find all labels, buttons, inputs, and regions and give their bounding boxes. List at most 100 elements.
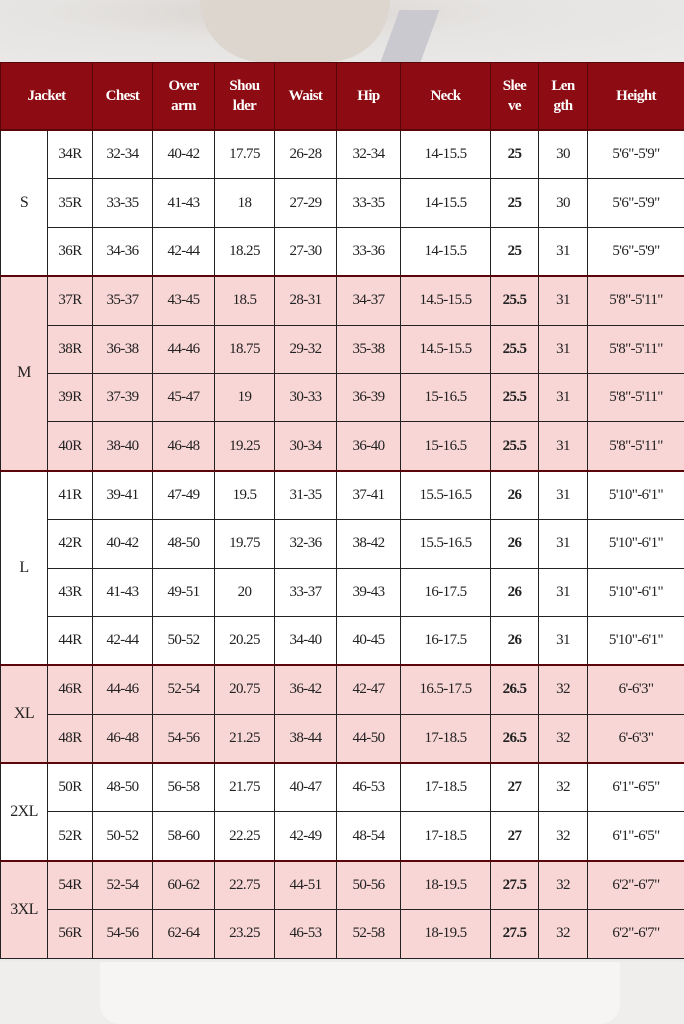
- hip-cell: 38-42: [336, 519, 401, 569]
- height-cell: 5'10"-6'1": [587, 567, 684, 617]
- jacket-size-cell: 38R: [47, 324, 93, 374]
- length-cell: 32: [538, 909, 588, 959]
- background-photo-top: [0, 0, 684, 62]
- height-cell: 5'8"-5'11": [587, 324, 684, 374]
- header-text: Slee: [502, 78, 527, 94]
- header-text: Shou: [229, 78, 260, 94]
- table-row: M 37R 35-37 43-45 18.5 28-31 34-37 14.5-15.5 25.…: [0, 275, 684, 472]
- shoulder-cell: 18: [214, 178, 275, 228]
- shoulder-cell: 22.25: [214, 811, 275, 862]
- height-cell: 5'10"-6'1": [587, 519, 684, 569]
- table-row: 44R 42-44 50-52 20.25 34-40 40-45 16-17.5 26 31 5…: [1, 615, 684, 666]
- hip-cell: 33-36: [336, 226, 401, 277]
- table-row: L 41R 39-41 47-49 19.5 31-35 37-41 15.5-16.5 26 3…: [0, 469, 684, 666]
- over-arm-cell: 40-42: [152, 129, 215, 180]
- over-arm-cell: 47-49: [152, 469, 215, 521]
- header-text: Waist: [288, 88, 323, 104]
- over-arm-cell: 50-52: [152, 615, 215, 666]
- header-neck: Neck: [400, 62, 491, 131]
- shoulder-cell: 18.5: [214, 275, 275, 326]
- shoulder-cell: 20: [214, 567, 275, 617]
- size-group-label: M: [0, 275, 48, 472]
- table-row: 36R 34-36 42-44 18.25 27-30 33-36 14-15.5 25 31 5…: [1, 226, 684, 277]
- length-cell: 32: [538, 664, 588, 715]
- waist-cell: 30-34: [274, 421, 337, 472]
- neck-cell: 14-15.5: [400, 129, 491, 180]
- length-cell: 31: [538, 615, 588, 666]
- hip-cell: 44-50: [336, 713, 401, 764]
- jacket-size-cell: 35R: [47, 178, 93, 228]
- jacket-size-cell: 40R: [47, 421, 93, 472]
- waist-cell: 26-28: [274, 129, 337, 180]
- table-row: 35R 33-35 41-43 18 27-29 33-35 14-15.5 25 30 5'6"…: [1, 178, 684, 228]
- hip-cell: 34-37: [336, 275, 401, 326]
- waist-cell: 33-37: [274, 567, 337, 617]
- size-group-label: L: [0, 469, 48, 666]
- sleeve-cell: 26: [490, 469, 539, 521]
- header-shoulder: Shou lder: [214, 62, 275, 131]
- waist-cell: 31-35: [274, 469, 337, 521]
- hip-cell: 50-56: [336, 859, 401, 911]
- neck-cell: 14.5-15.5: [400, 275, 491, 326]
- length-cell: 31: [538, 324, 588, 374]
- neck-cell: 15-16.5: [400, 372, 491, 423]
- sleeve-cell: 27.5: [490, 859, 539, 911]
- over-arm-cell: 60-62: [152, 859, 215, 911]
- hip-cell: 40-45: [336, 615, 401, 666]
- chest-cell: 50-52: [92, 811, 153, 862]
- waist-cell: 38-44: [274, 713, 337, 764]
- hip-cell: 52-58: [336, 909, 401, 959]
- shoulder-cell: 19.5: [214, 469, 275, 521]
- sleeve-cell: 26.5: [490, 664, 539, 715]
- height-cell: 6'1"-6'5": [587, 762, 684, 813]
- chest-cell: 40-42: [92, 519, 153, 569]
- chest-cell: 35-37: [92, 275, 153, 326]
- shoulder-cell: 17.75: [214, 129, 275, 180]
- sleeve-cell: 27: [490, 811, 539, 862]
- neck-cell: 14-15.5: [400, 178, 491, 228]
- header-waist: Waist: [274, 62, 337, 131]
- over-arm-cell: 44-46: [152, 324, 215, 374]
- neck-cell: 16.5-17.5: [400, 664, 491, 715]
- shoulder-cell: 20.25: [214, 615, 275, 666]
- height-cell: 6'2"-6'7": [587, 909, 684, 959]
- sleeve-cell: 25: [490, 129, 539, 180]
- length-cell: 31: [538, 275, 588, 326]
- table-row: XL 46R 44-46 52-54 20.75 36-42 42-47 16.5-17.5 2…: [0, 664, 684, 764]
- header-sleeve: Slee ve: [490, 62, 539, 131]
- table-row: 43R 41-43 49-51 20 33-37 39-43 16-17.5 26 31 5'10…: [1, 567, 684, 617]
- height-cell: 5'10"-6'1": [587, 615, 684, 666]
- table-row: 42R 40-42 48-50 19.75 32-36 38-42 15.5-16.5 26 3…: [1, 519, 684, 569]
- table-body: S 34R 32-34 40-42 17.75 26-28 32-34 14-15.5 25 30…: [0, 128, 684, 959]
- shoulder-cell: 22.75: [214, 859, 275, 911]
- jacket-size-cell: 46R: [47, 664, 93, 715]
- over-arm-cell: 49-51: [152, 567, 215, 617]
- over-arm-cell: 54-56: [152, 713, 215, 764]
- neck-cell: 17-18.5: [400, 811, 491, 862]
- neck-cell: 14-15.5: [400, 226, 491, 277]
- sleeve-cell: 25: [490, 178, 539, 228]
- table-row: S 34R 32-34 40-42 17.75 26-28 32-34 14-15.5 25 30…: [0, 128, 684, 277]
- table-row: 38R 36-38 44-46 18.75 29-32 35-38 14.5-15.5 25.…: [1, 324, 684, 374]
- header-hip: Hip: [336, 62, 401, 131]
- neck-cell: 17-18.5: [400, 713, 491, 764]
- shoulder-cell: 18.25: [214, 226, 275, 277]
- shoulder-cell: 23.25: [214, 909, 275, 959]
- shoulder-cell: 19.25: [214, 421, 275, 472]
- shoulder-cell: 21.25: [214, 713, 275, 764]
- header-text: Chest: [105, 88, 140, 104]
- neck-cell: 16-17.5: [400, 615, 491, 666]
- jacket-size-cell: 37R: [47, 275, 93, 326]
- shoulder-cell: 20.75: [214, 664, 275, 715]
- chest-cell: 37-39: [92, 372, 153, 423]
- over-arm-cell: 42-44: [152, 226, 215, 277]
- table-row: 56R 54-56 62-64 23.25 46-53 52-58 18-19.5 27.5 3…: [1, 909, 684, 959]
- waist-cell: 34-40: [274, 615, 337, 666]
- over-arm-cell: 58-60: [152, 811, 215, 862]
- length-cell: 31: [538, 469, 588, 521]
- chest-cell: 48-50: [92, 762, 153, 813]
- chest-cell: 54-56: [92, 909, 153, 959]
- over-arm-cell: 45-47: [152, 372, 215, 423]
- sleeve-cell: 25.5: [490, 275, 539, 326]
- waist-cell: 46-53: [274, 909, 337, 959]
